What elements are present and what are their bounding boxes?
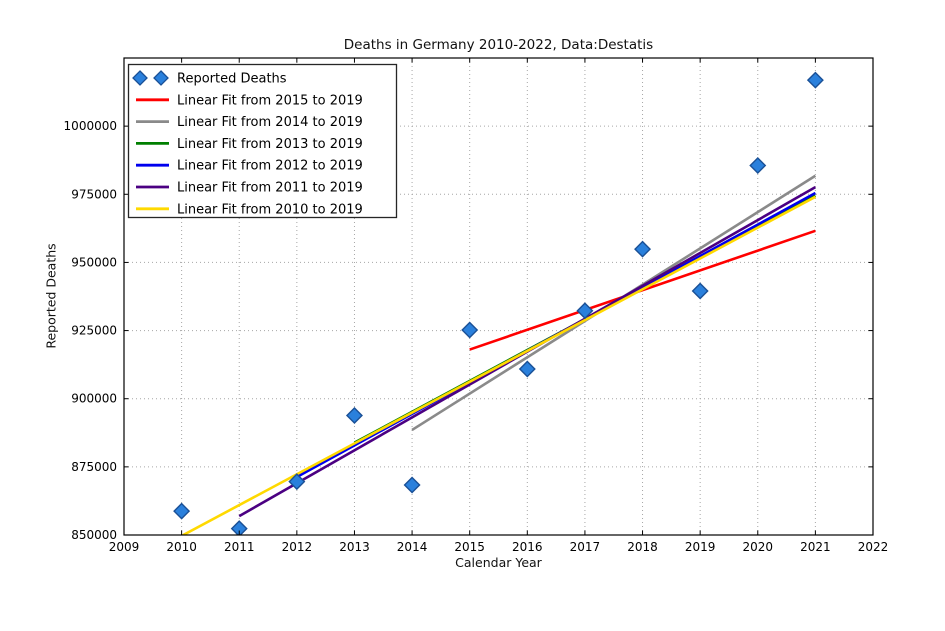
y-tick-label-850000: 850000 — [71, 528, 117, 542]
data-point-2021 — [806, 71, 824, 89]
x-tick-label-2018: 2018 — [627, 540, 658, 554]
linear-fit-from-2010-to-2019 — [181, 195, 816, 535]
y-tick-label-875000: 875000 — [71, 460, 117, 474]
data-point-2012 — [288, 473, 306, 491]
data-point-2018 — [634, 240, 652, 258]
x-tick-label-2021: 2021 — [800, 540, 831, 554]
x-tick-label-2015: 2015 — [454, 540, 485, 554]
tick-layer — [123, 58, 874, 536]
x-tick-label-2012: 2012 — [282, 540, 313, 554]
legend: Reported Deaths Linear Fit from 2015 to 2… — [127, 63, 398, 219]
legend-label-linear-fit-from-2014-to-2019: Linear Fit from 2014 to 2019 — [177, 115, 363, 130]
chart-title: Deaths in Germany 2010-2022, Data:Destat… — [343, 37, 654, 53]
x-tick-label-2019: 2019 — [685, 540, 716, 554]
x-tick-label-2020: 2020 — [742, 540, 773, 554]
data-point-2017 — [576, 302, 594, 320]
data-point-2010 — [173, 502, 191, 520]
x-tick-label-2009: 2009 — [109, 540, 140, 554]
legend-label-reported-deaths: Reported Deaths — [177, 72, 287, 87]
fit-lines-layer — [181, 174, 817, 535]
y-tick-label-1000000: 1000000 — [64, 119, 117, 133]
x-tick-label-2011: 2011 — [224, 540, 255, 554]
x-tick-label-2017: 2017 — [570, 540, 601, 554]
scatter-layer — [173, 71, 824, 535]
legend-label-linear-fit-from-2013-to-2019: Linear Fit from 2013 to 2019 — [177, 137, 363, 152]
x-tick-label-2014: 2014 — [397, 540, 428, 554]
x-tick-label-2022: 2022 — [858, 540, 889, 554]
legend-label-linear-fit-from-2011-to-2019: Linear Fit from 2011 to 2019 — [177, 181, 363, 196]
x-axis-label: Calendar Year — [455, 555, 542, 570]
x-tick-label-2016: 2016 — [512, 540, 543, 554]
data-point-2014 — [403, 476, 421, 494]
legend-marker-diamond — [153, 70, 169, 86]
data-point-2013 — [345, 407, 363, 425]
legend-label-linear-fit-from-2010-to-2019: Linear Fit from 2010 to 2019 — [177, 202, 363, 217]
y-tick-label-950000: 950000 — [71, 255, 117, 269]
x-tick-label-2010: 2010 — [166, 540, 197, 554]
data-point-2011 — [230, 520, 248, 535]
legend-box — [127, 63, 398, 219]
y-tick-label-900000: 900000 — [71, 392, 117, 406]
legend-label-linear-fit-from-2012-to-2019: Linear Fit from 2012 to 2019 — [177, 159, 363, 174]
data-point-2016 — [518, 360, 536, 378]
legend-label-linear-fit-from-2015-to-2019: Linear Fit from 2015 to 2019 — [177, 93, 363, 108]
data-point-2015 — [461, 321, 479, 339]
x-tick-label-2013: 2013 — [339, 540, 370, 554]
legend-marker-diamond — [132, 70, 148, 86]
y-tick-label-975000: 975000 — [71, 187, 117, 201]
data-point-2019 — [691, 282, 709, 300]
data-point-2020 — [749, 156, 767, 174]
tick-label-layer: 2009 2010 2011 2012 2013 2014 2015 2016 2017 2018… — [64, 119, 889, 554]
y-tick-label-925000: 925000 — [71, 324, 117, 338]
axes-border — [123, 57, 874, 536]
